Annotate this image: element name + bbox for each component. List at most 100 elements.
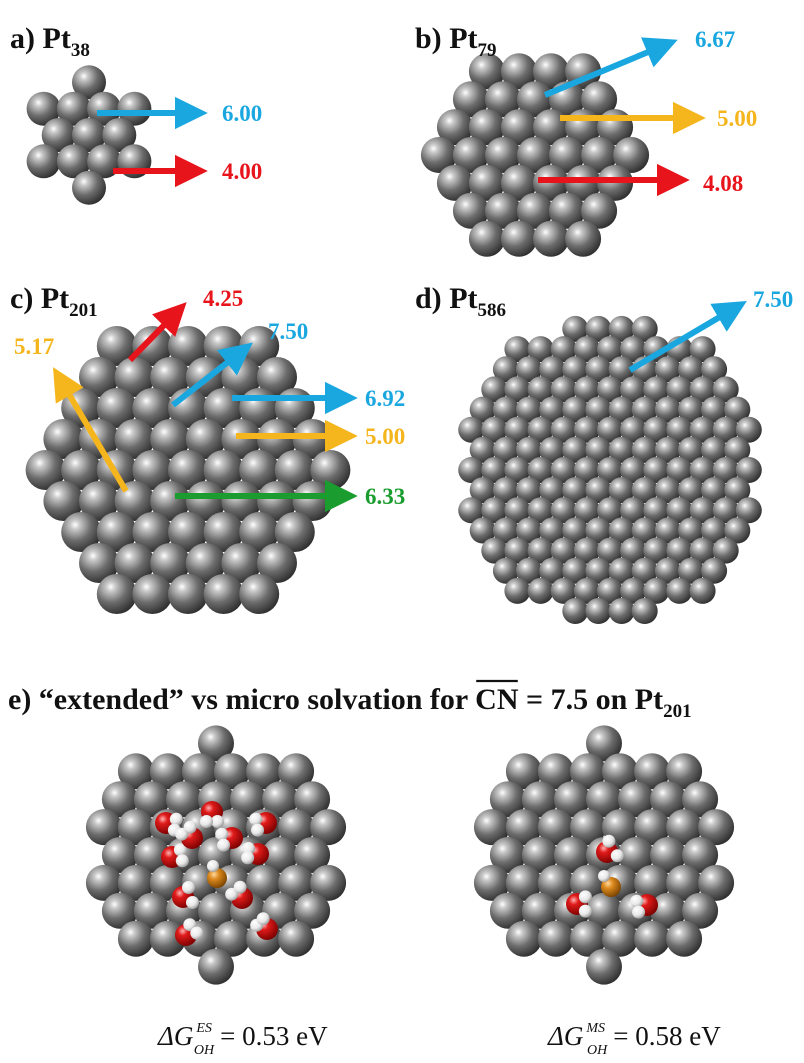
hydrogen-atom bbox=[211, 815, 224, 828]
pt-atom bbox=[257, 481, 297, 521]
pt-atom bbox=[618, 837, 654, 873]
pt-atom bbox=[602, 753, 638, 790]
pt-atom bbox=[521, 781, 558, 818]
hydrogen-atom bbox=[182, 881, 195, 894]
pt-atom bbox=[643, 577, 670, 604]
panel-d-arrow-blue bbox=[628, 300, 747, 373]
pt-atom bbox=[654, 396, 681, 423]
pt-atom bbox=[310, 864, 347, 901]
pt-atom bbox=[56, 91, 91, 126]
pt-atom bbox=[549, 192, 585, 229]
pt-atom bbox=[573, 577, 600, 604]
pt-atom bbox=[96, 512, 137, 552]
pt-atom bbox=[527, 416, 554, 443]
pt201-extended-solvation-cluster bbox=[85, 725, 347, 985]
pt-atom bbox=[473, 809, 510, 846]
pt-atom bbox=[678, 517, 704, 544]
pt-atom bbox=[724, 517, 751, 544]
pt-atom bbox=[643, 416, 670, 443]
pt-atom bbox=[26, 144, 61, 179]
pt-atom bbox=[492, 517, 519, 544]
hydrogen-atom bbox=[190, 926, 204, 940]
pt-atom bbox=[701, 477, 728, 504]
micro-solvation-energy-caption: ΔG MS OH = 0.58 eV bbox=[547, 1021, 721, 1058]
pt-atom bbox=[620, 416, 647, 443]
pt-atom bbox=[581, 192, 618, 229]
pt-atom bbox=[501, 164, 537, 201]
pt-atom bbox=[527, 457, 554, 483]
pt-atom bbox=[562, 356, 589, 383]
panel-c-title: c) Pt201 bbox=[10, 282, 98, 321]
pt-atom bbox=[504, 537, 531, 564]
pt-atom bbox=[585, 477, 612, 504]
pt-atom bbox=[505, 753, 542, 790]
pt-atom bbox=[533, 53, 569, 90]
pt-atom bbox=[631, 598, 658, 624]
pt-atom bbox=[246, 753, 283, 790]
pt-atom bbox=[504, 376, 531, 403]
pt-atom bbox=[504, 336, 531, 363]
pt-atom bbox=[239, 512, 280, 552]
pt-atom bbox=[505, 809, 542, 846]
pt-atom bbox=[489, 837, 526, 873]
pt-atom bbox=[133, 781, 170, 818]
pt-atom bbox=[712, 497, 739, 524]
pt-atom bbox=[650, 781, 687, 818]
pt-atom bbox=[133, 892, 170, 929]
pt-atom bbox=[117, 91, 152, 126]
pt-atom bbox=[517, 81, 553, 118]
pt-atom bbox=[689, 577, 716, 604]
pt-atom bbox=[581, 137, 618, 173]
pt-atom bbox=[198, 725, 234, 762]
pt-atom bbox=[117, 920, 154, 957]
pt-atom bbox=[114, 357, 155, 397]
panel-c-arrow-blue-a bbox=[171, 342, 253, 408]
pt-atom bbox=[274, 512, 315, 552]
pt-atom bbox=[96, 574, 137, 614]
pt-atom bbox=[666, 753, 703, 790]
pt-atom bbox=[61, 450, 102, 490]
pt-atom bbox=[539, 517, 566, 544]
pt-atom bbox=[25, 450, 66, 490]
pt-atom bbox=[469, 517, 496, 544]
pt-atom bbox=[501, 109, 537, 146]
pt-atom bbox=[185, 481, 226, 521]
pt-atom bbox=[150, 481, 191, 521]
pt-atom bbox=[102, 118, 137, 152]
pt-atom bbox=[643, 457, 670, 483]
pt-atom bbox=[72, 118, 106, 152]
pt-atom bbox=[585, 315, 612, 342]
pt-atom bbox=[565, 220, 602, 257]
pt-atom bbox=[654, 557, 681, 584]
pt-atom bbox=[724, 396, 751, 423]
pt-atom bbox=[573, 537, 600, 564]
pt38-cluster bbox=[26, 65, 152, 205]
pt-atom bbox=[682, 837, 719, 873]
micro-solvation-water-molecules bbox=[566, 834, 658, 919]
pt-atom bbox=[436, 164, 473, 201]
pt-atom bbox=[72, 65, 106, 100]
pt-atom bbox=[712, 376, 739, 403]
pt-atom bbox=[492, 396, 519, 423]
pt-atom bbox=[468, 109, 505, 146]
pt79-cluster bbox=[420, 53, 650, 257]
pt-atom bbox=[608, 517, 635, 544]
pt-atom bbox=[278, 864, 315, 901]
pt-atom bbox=[504, 577, 531, 604]
pt-atom bbox=[735, 416, 762, 443]
pt-atom bbox=[203, 512, 244, 552]
pt-atom bbox=[278, 809, 315, 846]
panel-c: c) Pt201 4.25 7.50 5.17 6.92 5.00 6.33 bbox=[10, 282, 405, 513]
pt-atom bbox=[168, 574, 208, 614]
pt-atom bbox=[527, 537, 554, 564]
pt-atom bbox=[539, 557, 566, 584]
pt-atom bbox=[586, 892, 622, 929]
pt-atom bbox=[550, 457, 577, 483]
hydrogen-atom bbox=[241, 851, 255, 865]
pt-atom bbox=[701, 436, 728, 463]
pt-atom bbox=[458, 457, 485, 483]
pt-atom bbox=[87, 144, 122, 179]
pt-atom bbox=[689, 537, 716, 564]
pt-atom bbox=[562, 436, 589, 463]
pt-atom bbox=[666, 537, 693, 564]
